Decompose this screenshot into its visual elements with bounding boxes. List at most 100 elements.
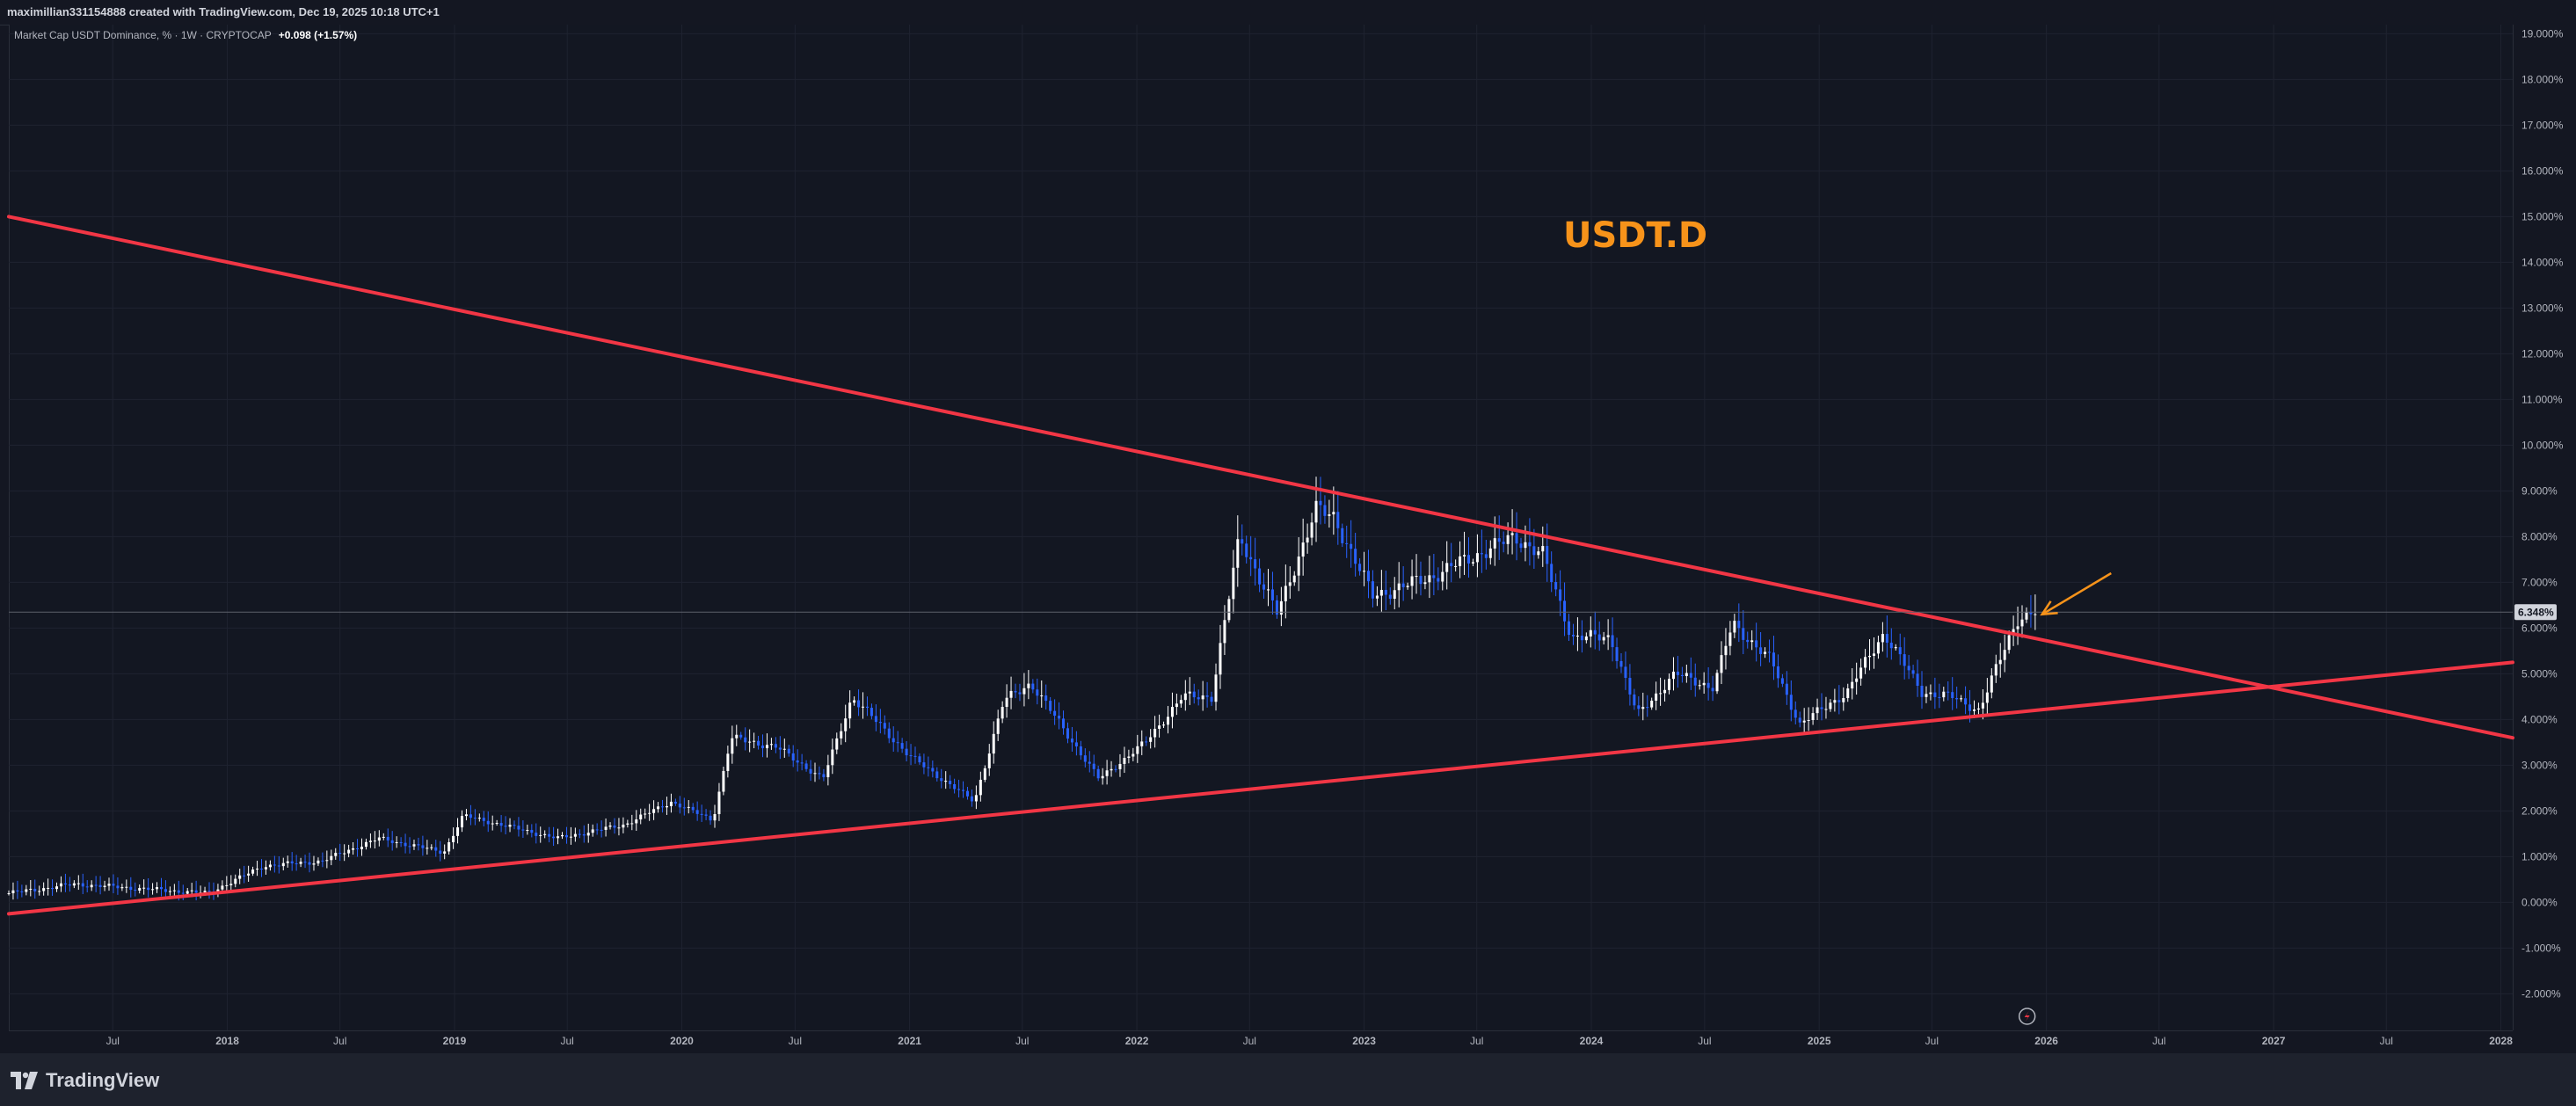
- candle-body: [1680, 674, 1684, 677]
- legend-change: +0.098 (+1.57%): [278, 29, 358, 41]
- candle-body: [417, 844, 420, 846]
- candle-body: [177, 890, 180, 893]
- price-axis-label: 16.000%: [2521, 164, 2564, 177]
- candle-body: [787, 748, 790, 753]
- candle-body: [526, 829, 529, 831]
- candle-body: [1985, 692, 1989, 703]
- candle-body: [116, 885, 120, 889]
- price-axis-label: 15.000%: [2521, 210, 2564, 222]
- candle-body: [883, 723, 886, 729]
- candle-body: [1546, 546, 1549, 564]
- candle-body: [564, 834, 568, 838]
- time-axis-label: Jul: [2380, 1035, 2393, 1047]
- candle-body: [1755, 640, 1758, 648]
- candle-body: [1811, 713, 1815, 721]
- candle-body: [1898, 647, 1902, 655]
- time-axis-label: 2027: [2262, 1035, 2286, 1047]
- candle-body: [112, 884, 115, 886]
- trendline[interactable]: [7, 215, 2514, 740]
- candle-body: [1415, 576, 1418, 578]
- footer-bar: TradingView: [0, 1053, 2576, 1106]
- candle-body: [1341, 528, 1344, 543]
- candle-body: [1314, 500, 1318, 523]
- candle-body: [221, 885, 224, 890]
- candle-body: [1319, 500, 1322, 506]
- candle-body: [704, 814, 708, 816]
- candle-body: [1445, 563, 1449, 572]
- series-legend[interactable]: Market Cap USDT Dominance, % · 1W · CRYP…: [14, 29, 357, 41]
- candle-body: [399, 841, 403, 843]
- candle-body: [665, 805, 668, 808]
- candle-body: [247, 873, 251, 876]
- candle-body: [1528, 542, 1532, 547]
- candle-body: [896, 742, 899, 744]
- candle-body: [1693, 677, 1697, 686]
- candle-body: [744, 737, 747, 743]
- candle-body: [1794, 709, 1797, 718]
- candle-body: [1127, 756, 1131, 759]
- candle-body: [448, 841, 451, 852]
- candle-body: [1711, 688, 1714, 692]
- candle-body: [578, 833, 581, 835]
- time-axis-label: 2024: [1580, 1035, 1604, 1047]
- candle-layer: [7, 477, 2037, 901]
- candle-body: [1205, 695, 1209, 697]
- candle-body: [1903, 654, 1906, 666]
- candle-body: [1628, 678, 1632, 695]
- candle-body: [1532, 546, 1536, 556]
- brand[interactable]: TradingView: [11, 1069, 159, 1092]
- candle-body: [1524, 542, 1527, 549]
- trendline[interactable]: [7, 660, 2514, 916]
- current-price-tag: [2514, 604, 2557, 621]
- price-axis-label: 17.000%: [2521, 119, 2564, 131]
- time-axis[interactable]: [9, 1030, 2513, 1054]
- candle-body: [1864, 657, 1867, 668]
- candle-body: [1597, 634, 1601, 641]
- candle-body: [1960, 698, 1963, 700]
- candle-body: [1201, 695, 1204, 700]
- candle-body: [1079, 746, 1082, 756]
- candle-body: [1197, 697, 1200, 700]
- candle-body: [1720, 655, 1723, 673]
- candle-body: [1306, 537, 1309, 543]
- candle-body: [1676, 671, 1679, 675]
- candle-body: [1101, 775, 1104, 779]
- candle-body: [1942, 691, 1946, 698]
- candle-body: [1994, 664, 1997, 676]
- price-axis[interactable]: [2513, 25, 2576, 1030]
- price-axis-label: 5.000%: [2521, 667, 2558, 680]
- candle-body: [343, 853, 346, 855]
- time-axis-label: Jul: [1698, 1035, 1711, 1047]
- candle-body: [1955, 698, 1959, 700]
- candle-body: [1925, 694, 1928, 697]
- candle-body: [1345, 542, 1349, 544]
- candle-body: [857, 700, 861, 708]
- candle-body: [203, 891, 207, 893]
- candle-body: [613, 825, 616, 828]
- candle-body: [1855, 678, 1859, 682]
- price-axis-label: 3.000%: [2521, 759, 2558, 771]
- time-axis-label: 2019: [443, 1035, 467, 1047]
- candle-body: [1846, 688, 1850, 699]
- candle-body: [709, 815, 712, 821]
- time-axis-label: Jul: [1925, 1035, 1939, 1047]
- candle-body: [1471, 562, 1474, 564]
- candle-body: [944, 781, 948, 782]
- candle-body: [194, 890, 198, 893]
- candle-body: [1428, 575, 1431, 583]
- candle-body: [412, 844, 416, 847]
- candle-body: [334, 853, 338, 856]
- candle-body: [909, 755, 913, 757]
- candle-body: [1637, 705, 1641, 709]
- candle-body: [1724, 645, 1728, 656]
- candle-body: [1715, 673, 1719, 692]
- price-axis-label: 12.000%: [2521, 347, 2564, 360]
- candle-body: [1568, 621, 1571, 636]
- candle-body: [1258, 568, 1262, 585]
- candle-body: [159, 887, 163, 890]
- candle-body: [530, 829, 534, 833]
- candle-body: [281, 862, 285, 867]
- candle-body: [225, 884, 229, 886]
- chart-pane[interactable]: [9, 25, 2514, 1030]
